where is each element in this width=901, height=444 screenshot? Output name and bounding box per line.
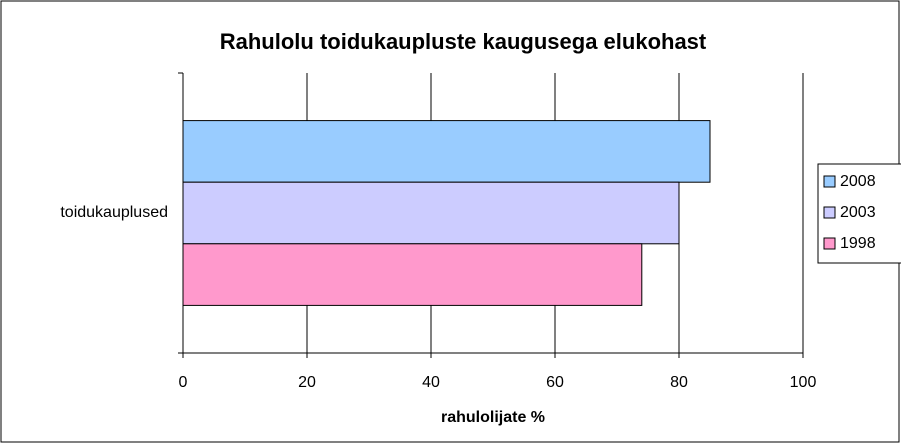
bar [182,120,711,183]
chart-title: Rahulolu toidukaupluste kaugusega elukoh… [220,29,707,54]
bar [182,243,643,306]
x-tick-label: 60 [546,374,564,391]
legend-label: 2008 [840,173,876,190]
x-tick-label: 20 [298,374,316,391]
x-tick-label: 0 [179,374,188,391]
x-tick-label: 100 [790,374,817,391]
x-tick-label: 40 [422,374,440,391]
x-tick-label: 80 [670,374,688,391]
bar [182,181,680,245]
legend-label: 2003 [840,204,876,221]
legend-label: 1998 [840,235,876,252]
legend-swatch [823,237,836,250]
y-tick-label: toidukauplused [60,204,168,221]
legend-swatch [823,206,836,219]
legend-swatch [823,175,836,188]
x-axis-title: rahulolijate % [441,409,545,426]
